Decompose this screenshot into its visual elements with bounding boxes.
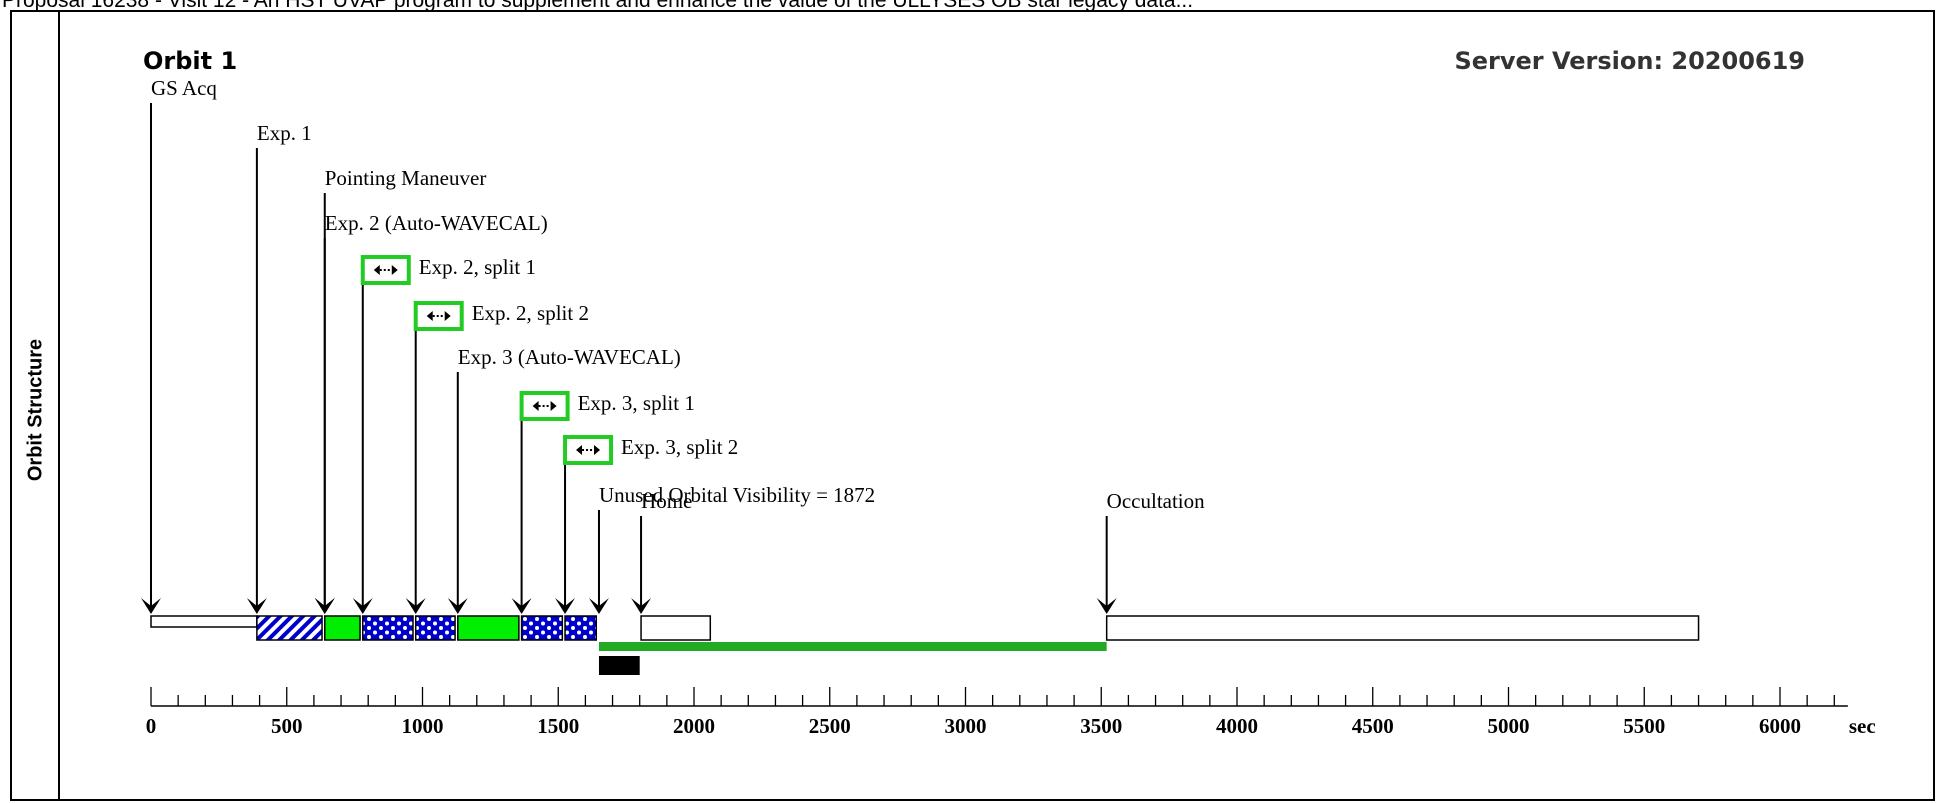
event-exp3: Exp. 3 (Auto-WAVECAL) bbox=[447, 345, 681, 614]
tick-label: 1500 bbox=[537, 714, 579, 738]
tick-label: 2000 bbox=[673, 714, 715, 738]
left-arrow-icon bbox=[373, 265, 380, 275]
home-segment bbox=[640, 615, 712, 641]
occultation-segment bbox=[1105, 615, 1700, 641]
event-label: Exp. 2, split 1 bbox=[419, 255, 536, 279]
event-label: Exp. 3, split 2 bbox=[621, 435, 738, 459]
sidebar-column: Orbit Structure bbox=[12, 12, 60, 799]
event-label: Home bbox=[641, 489, 692, 513]
event-gs-acq: GS Acq bbox=[141, 76, 217, 614]
proposal-header: Proposal 16238 - Visit 12 - An HST UVAP … bbox=[2, 0, 1194, 12]
event-label: Unused Orbital Visibility = 1872 bbox=[599, 483, 875, 507]
tick-label: 5000 bbox=[1488, 714, 1530, 738]
tick-label: 1000 bbox=[402, 714, 444, 738]
axis-unit-label: sec bbox=[1849, 714, 1876, 738]
tick-label: 6000 bbox=[1759, 714, 1801, 738]
event-occultation: Occultation bbox=[1096, 489, 1205, 614]
exp2-wavecal-segment bbox=[324, 615, 361, 641]
black-bar bbox=[598, 656, 640, 675]
right-arrow-icon bbox=[391, 265, 398, 275]
arrow-down-icon bbox=[246, 598, 267, 614]
gs-acq-segment bbox=[150, 615, 258, 628]
exp3-split1-segment bbox=[520, 615, 564, 641]
orbit-panel: Orbit Structure bbox=[10, 10, 1935, 801]
arrow-down-icon bbox=[314, 598, 335, 614]
arrow-down-icon bbox=[405, 598, 426, 614]
event-pointing: Pointing Maneuver bbox=[314, 166, 487, 614]
event-exp2-s2: Exp. 2, split 2 bbox=[405, 301, 589, 614]
event-label: Exp. 2, split 2 bbox=[472, 301, 589, 325]
split-marker-icon bbox=[563, 435, 614, 465]
event-exp2: Exp. 2 (Auto-WAVECAL) bbox=[314, 211, 548, 614]
arrow-down-icon bbox=[555, 598, 576, 614]
event-home: Home bbox=[631, 489, 692, 614]
exp2-split1-segment bbox=[362, 615, 414, 641]
split-marker-icon bbox=[360, 255, 411, 285]
left-arrow-icon bbox=[426, 311, 433, 321]
right-arrow-icon bbox=[594, 445, 601, 455]
arrow-down-icon bbox=[631, 598, 652, 614]
server-version: Server Version: 20200619 bbox=[1454, 47, 1805, 75]
arrow-down-icon bbox=[588, 598, 609, 614]
event-unused: Unused Orbital Visibility = 1872 bbox=[588, 483, 875, 614]
tick-label: 0 bbox=[146, 714, 157, 738]
tick-label: 500 bbox=[271, 714, 303, 738]
event-exp2-s1: Exp. 2, split 1 bbox=[352, 255, 536, 614]
orbit-title: Orbit 1 bbox=[143, 47, 237, 75]
left-arrow-icon bbox=[576, 445, 583, 455]
event-exp3-s1: Exp. 3, split 1 bbox=[511, 391, 695, 614]
event-label: GS Acq bbox=[151, 76, 217, 100]
arrow-down-icon bbox=[1096, 598, 1117, 614]
event-label: Pointing Maneuver bbox=[325, 166, 487, 190]
tick-label: 4500 bbox=[1352, 714, 1394, 738]
tick-label: 5500 bbox=[1623, 714, 1665, 738]
right-arrow-icon bbox=[444, 311, 451, 321]
split-marker-icon bbox=[519, 391, 570, 421]
split-marker-icon bbox=[413, 301, 464, 331]
arrow-down-icon bbox=[352, 598, 373, 614]
arrow-down-icon bbox=[511, 598, 532, 614]
tick-label: 3500 bbox=[1080, 714, 1122, 738]
arrow-down-icon bbox=[447, 598, 468, 614]
event-label: Exp. 3 (Auto-WAVECAL) bbox=[458, 345, 681, 369]
tick-label: 4000 bbox=[1216, 714, 1258, 738]
exp3-split2-segment bbox=[564, 615, 598, 641]
exp3-wavecal-segment bbox=[457, 615, 520, 641]
event-exp1: Exp. 1 bbox=[246, 121, 312, 614]
right-arrow-icon bbox=[550, 401, 557, 411]
arrow-down-icon bbox=[141, 598, 161, 614]
left-arrow-icon bbox=[532, 401, 539, 411]
tick-label: 3000 bbox=[945, 714, 987, 738]
exp1-segment bbox=[256, 615, 323, 641]
event-label: Exp. 2 (Auto-WAVECAL) bbox=[325, 211, 548, 235]
exp2-split2-segment bbox=[414, 615, 456, 641]
tick-label: 2500 bbox=[809, 714, 851, 738]
event-exp3-s2: Exp. 3, split 2 bbox=[555, 435, 738, 614]
event-label: Occultation bbox=[1107, 489, 1205, 513]
unused-visibility-bar bbox=[598, 642, 1107, 651]
event-label: Exp. 1 bbox=[257, 121, 312, 145]
event-label: Exp. 3, split 1 bbox=[578, 391, 695, 415]
